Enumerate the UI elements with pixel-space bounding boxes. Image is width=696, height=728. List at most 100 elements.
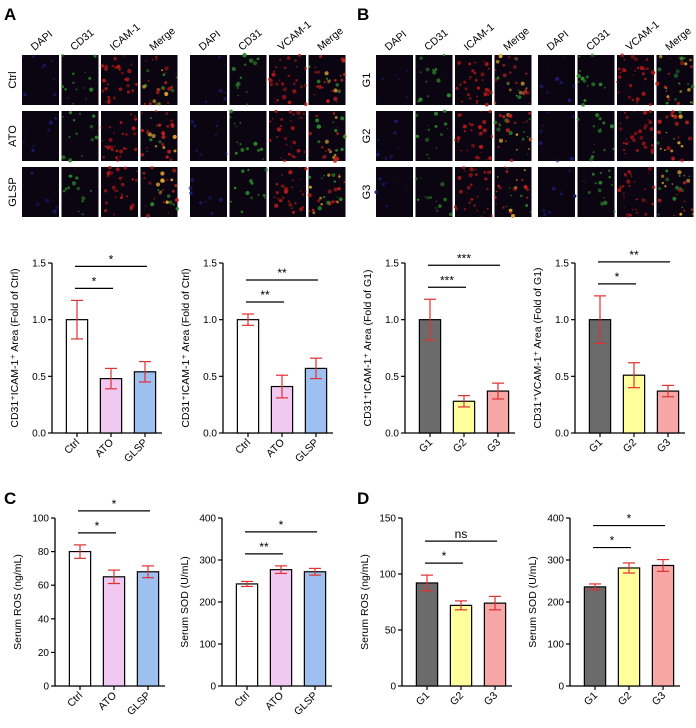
significance-label: * (442, 549, 447, 563)
y-tick-label: 1.0 (385, 315, 399, 326)
bar-glsp (303, 571, 327, 687)
micrograph-tile (307, 111, 348, 163)
chart-c2: 0 100 200 300 400 Serum SOD (U/mL) Ctrl ATO GLSP… (179, 514, 332, 718)
micrograph-tile (61, 53, 99, 105)
x-tick-label: G2 (616, 690, 635, 709)
y-tick-label: 1.5 (32, 259, 46, 270)
y-tick-label: 50 (385, 626, 397, 637)
x-tick-label: G3 (650, 690, 669, 709)
y-tick-label: 0 (390, 682, 396, 693)
micrograph-tile (453, 166, 494, 218)
micrograph-b2: DAPI CD31 VCAM-1 Merge (538, 19, 695, 218)
significance-label: * (279, 518, 284, 532)
y-tick-label: 150 (379, 514, 396, 525)
bar-g3 (483, 602, 507, 687)
micrograph-a2: DAPI CD31 VCAM-1 Merge (188, 19, 348, 218)
micrograph-row-label: ATO (7, 125, 19, 147)
micrograph-tile (415, 53, 453, 105)
y-tick-label: 20 (38, 648, 50, 659)
micrograph-tile (100, 165, 139, 217)
y-axis-label: Serum ROS (ng/mL) (12, 554, 24, 650)
significance-label: ** (629, 248, 639, 262)
micrograph-column-label: CD31 (584, 27, 612, 54)
y-tick-label: 200 (199, 598, 216, 609)
micrograph-tile (307, 167, 346, 217)
micrograph-tile (375, 55, 413, 105)
micrograph-tile (656, 110, 694, 163)
y-tick-label: 80 (38, 547, 50, 558)
bar-g3 (656, 390, 680, 434)
micrograph-tile (494, 166, 532, 218)
bar-g3 (651, 564, 675, 687)
y-tick-label: 1.5 (385, 259, 399, 270)
x-tick-label: GLSP (292, 690, 320, 718)
micrograph-tile (538, 55, 576, 105)
micrograph-column-label: VCAM-1 (276, 19, 314, 54)
x-tick-label: G3 (655, 437, 674, 456)
y-axis-label: Serum SOD (U/mL) (527, 556, 539, 648)
significance-label: * (627, 512, 632, 526)
micrograph-tile (140, 109, 178, 162)
chart-d1: 0 50 100 150 Serum ROS (ng/mL) G1 G2 G3 * ns (359, 514, 512, 708)
x-tick-label: Ctrl (65, 690, 85, 710)
x-tick-label: ATO (264, 437, 287, 460)
micrograph-tile (617, 110, 655, 161)
bar-g2 (617, 567, 641, 687)
micrograph-tile (100, 111, 138, 163)
x-tick-label: ATO (93, 437, 116, 460)
micrograph-tile (268, 54, 308, 107)
micrograph-tile (190, 111, 228, 161)
micrograph-tile (22, 167, 59, 217)
micrograph-tile (376, 111, 413, 161)
y-axis-label: CD31⁺ICAM-1⁺ Area (Fold of Ctrl) (9, 268, 21, 427)
significance-label: ** (277, 266, 287, 280)
micrograph-row-label: Ctrl (7, 71, 19, 88)
micrograph-column-label: DAPI (197, 28, 223, 53)
micrograph-tile (140, 166, 180, 218)
bar-ctrl (236, 319, 260, 434)
y-tick-label: 400 (547, 514, 564, 525)
micrograph-tile (656, 167, 695, 217)
significance-label: * (95, 519, 100, 533)
micrograph-column-label: DAPI (383, 28, 409, 53)
micrograph-column-label: Merge (147, 25, 178, 53)
y-tick-label: 100 (547, 640, 564, 651)
bar-ato (102, 576, 126, 687)
x-tick-label: GLSP (125, 690, 153, 718)
micrograph-tile (455, 55, 493, 107)
x-tick-label: G1 (417, 437, 436, 456)
micrograph-column-label: DAPI (29, 28, 55, 53)
y-axis-label: Serum SOD (U/mL) (179, 556, 191, 648)
y-tick-label: 40 (38, 614, 50, 625)
micrograph-tile (140, 55, 178, 106)
y-tick-label: 0.0 (203, 429, 217, 440)
x-tick-label: G1 (582, 690, 601, 709)
micrograph-tile (229, 53, 267, 106)
x-tick-label: G1 (587, 437, 606, 456)
bar-charts: 0.0 0.5 1.0 1.5 CD31⁺ICAM-1⁺ Area (Fold of C… (9, 248, 685, 718)
micrograph-tile (414, 109, 453, 161)
micrograph-tile (617, 166, 656, 218)
significance-label: * (610, 534, 615, 548)
micrograph-column-label: ICAM-1 (108, 21, 143, 53)
significance-label: * (109, 252, 114, 266)
micrograph-tile (655, 54, 695, 106)
micrograph-column-label: CD31 (422, 27, 450, 54)
y-tick-label: 0 (558, 682, 564, 693)
micrograph-tile (576, 111, 615, 162)
x-tick-label: G2 (621, 437, 640, 456)
micrograph-tile (61, 111, 99, 163)
y-tick-label: 100 (199, 640, 216, 651)
micrograph-tile (577, 167, 616, 217)
significance-label: * (92, 274, 97, 288)
bar-g1 (415, 582, 439, 687)
micrograph-row-label: G3 (361, 185, 373, 200)
y-tick-label: 0.5 (32, 372, 46, 383)
bar-g1 (583, 586, 607, 687)
significance-label: * (615, 270, 620, 284)
micrograph-tile (22, 111, 59, 161)
micrograph-tile (21, 54, 59, 105)
micrograph-tile (308, 54, 346, 105)
